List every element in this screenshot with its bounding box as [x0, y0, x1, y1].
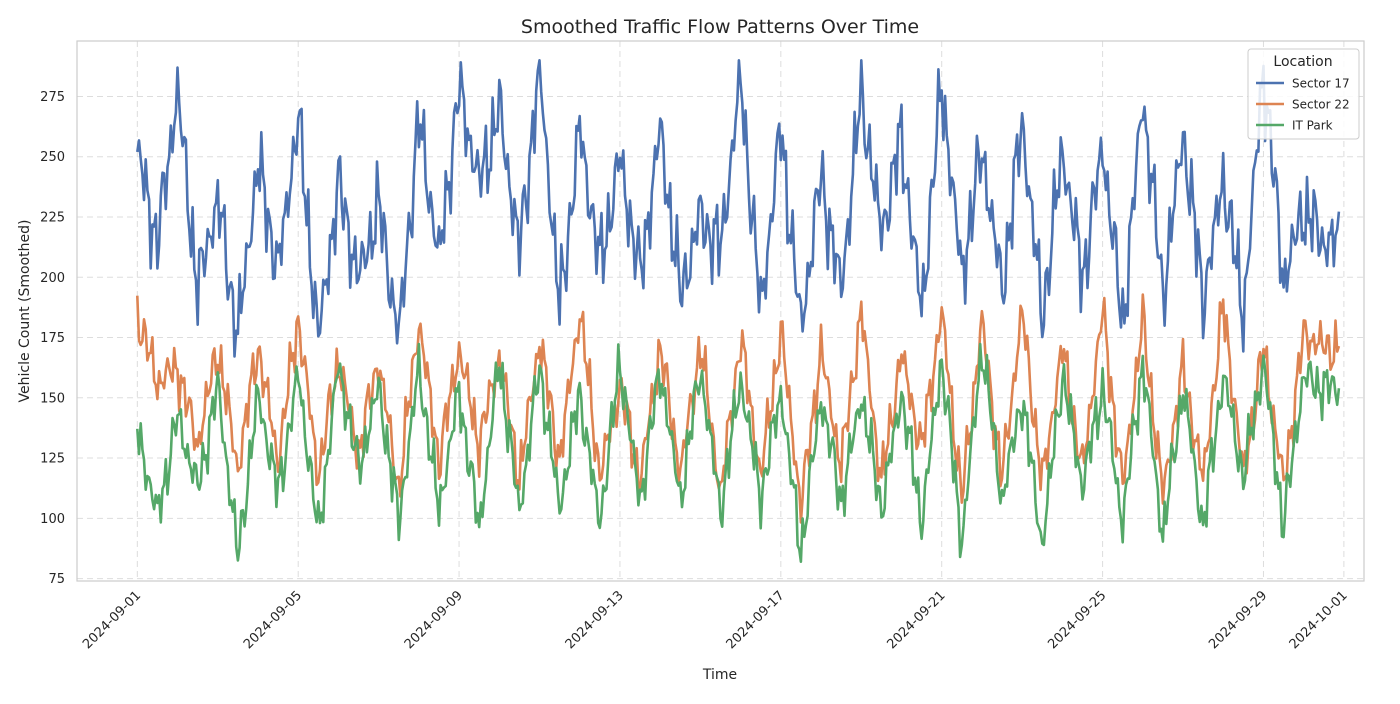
x-tick-label: 2024-09-09 — [402, 588, 466, 652]
x-tick-label: 2024-09-01 — [80, 588, 144, 652]
y-tick-label: 225 — [40, 210, 65, 225]
plot-frame — [76, 40, 1365, 582]
x-axis-label: Time — [702, 667, 737, 683]
x-tick-label: 2024-09-29 — [1206, 588, 1270, 652]
x-tick-label: 2024-10-01 — [1287, 588, 1351, 652]
series-line-it-park — [136, 342, 1341, 563]
x-tick-label: 2024-09-13 — [563, 588, 627, 652]
legend-label: Sector 17 — [1292, 77, 1350, 91]
y-tick-label: 275 — [40, 90, 65, 105]
y-tick-label: 200 — [40, 271, 65, 286]
x-tick-label: 2024-09-05 — [241, 588, 305, 652]
y-tick-label: 75 — [48, 572, 65, 587]
chart-title: Smoothed Traffic Flow Patterns Over Time — [521, 16, 919, 38]
y-tick-label: 175 — [40, 331, 65, 346]
legend-label: IT Park — [1292, 119, 1333, 133]
y-axis-label: Vehicle Count (Smoothed) — [17, 220, 33, 403]
legend-box — [1247, 48, 1360, 140]
x-tick-label: 2024-09-21 — [884, 588, 948, 652]
legend: Location Sector 17 Sector 22 IT Park — [1247, 48, 1360, 140]
x-tick-label: 2024-09-25 — [1045, 588, 1109, 652]
y-tick-label: 125 — [40, 452, 65, 467]
legend-label: Sector 22 — [1292, 98, 1350, 112]
series-line-sector-17 — [136, 59, 1341, 358]
series-lines — [136, 59, 1341, 563]
y-tick-label: 150 — [40, 391, 65, 406]
y-tick-label: 100 — [40, 512, 65, 527]
x-tick-label: 2024-09-17 — [724, 588, 788, 652]
legend-items: Sector 17 Sector 22 IT Park — [1256, 77, 1350, 133]
series-line-sector-22 — [136, 293, 1341, 524]
legend-title: Location — [1273, 54, 1332, 70]
y-tick-label: 250 — [40, 150, 65, 165]
